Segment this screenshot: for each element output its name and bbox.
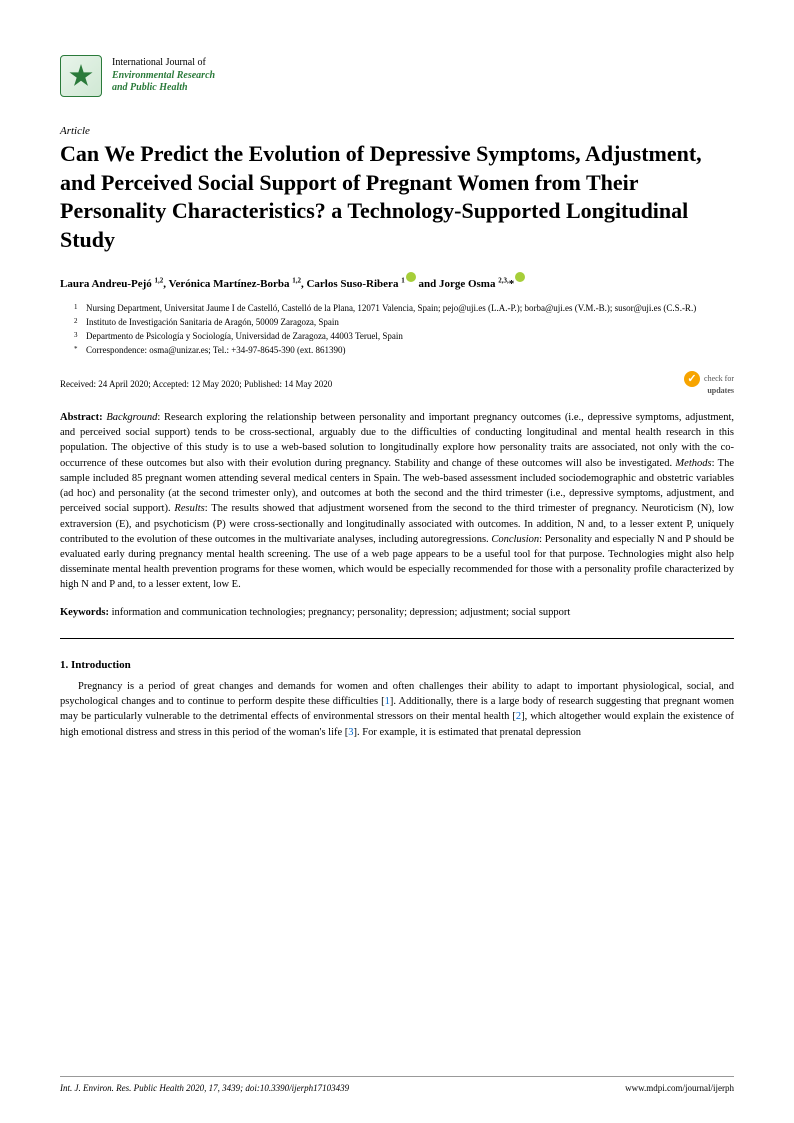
- footer-citation: Int. J. Environ. Res. Public Health 2020…: [60, 1083, 349, 1093]
- authors-line: Laura Andreu-Pejó 1,2, Verónica Martínez…: [60, 272, 734, 290]
- page-footer: Int. J. Environ. Res. Public Health 2020…: [60, 1076, 734, 1093]
- check-updates-text: check forupdates: [704, 374, 734, 395]
- affiliation-marker: 2: [74, 316, 86, 329]
- journal-line2: Environmental Research: [112, 70, 215, 83]
- section-divider: [60, 638, 734, 639]
- affiliation-marker: 3: [74, 330, 86, 343]
- affiliation-row: *Correspondence: osma@unizar.es; Tel.: +…: [74, 344, 734, 357]
- journal-line3: and Public Health: [112, 82, 215, 95]
- dates-row: Received: 24 April 2020; Accepted: 12 Ma…: [60, 371, 734, 396]
- footer-url: www.mdpi.com/journal/ijerph: [625, 1083, 734, 1093]
- affiliation-marker: 1: [74, 302, 86, 315]
- section-heading-intro: 1. Introduction: [60, 659, 734, 671]
- affiliation-row: 1Nursing Department, Universitat Jaume I…: [74, 302, 734, 315]
- keywords-text: information and communication technologi…: [109, 607, 570, 618]
- affiliation-text: Correspondence: osma@unizar.es; Tel.: +3…: [86, 344, 346, 357]
- affiliation-text: Instituto de Investigación Sanitaria de …: [86, 316, 339, 329]
- keywords-block: Keywords: information and communication …: [60, 605, 734, 620]
- check-updates-badge[interactable]: ✓check forupdates: [684, 371, 734, 396]
- journal-logo-icon: [60, 55, 102, 97]
- keywords-label: Keywords:: [60, 607, 109, 618]
- journal-line1: International Journal of: [112, 57, 215, 70]
- affiliation-row: 3Departmento de Psicología y Sociología,…: [74, 330, 734, 343]
- affiliation-row: 2Instituto de Investigación Sanitaria de…: [74, 316, 734, 329]
- intro-paragraph: Pregnancy is a period of great changes a…: [60, 679, 734, 740]
- publication-dates: Received: 24 April 2020; Accepted: 12 Ma…: [60, 379, 332, 389]
- abstract-block: Abstract: Background: Research exploring…: [60, 410, 734, 593]
- affiliations-block: 1Nursing Department, Universitat Jaume I…: [60, 302, 734, 357]
- checkmark-icon: ✓: [684, 371, 700, 387]
- article-title: Can We Predict the Evolution of Depressi…: [60, 140, 734, 254]
- affiliation-text: Departmento de Psicología y Sociología, …: [86, 330, 403, 343]
- affiliation-text: Nursing Department, Universitat Jaume I …: [86, 302, 696, 315]
- journal-header: International Journal of Environmental R…: [60, 55, 734, 97]
- article-type-label: Article: [60, 125, 734, 137]
- affiliation-marker: *: [74, 344, 86, 357]
- abstract-text: Background: Research exploring the relat…: [60, 412, 734, 590]
- abstract-label: Abstract:: [60, 412, 103, 423]
- journal-name: International Journal of Environmental R…: [112, 55, 215, 95]
